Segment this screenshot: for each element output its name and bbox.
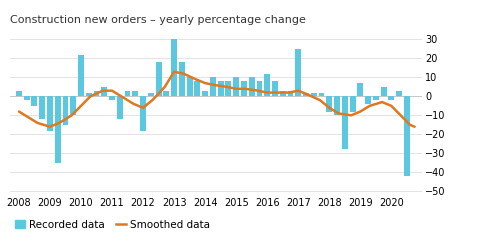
Bar [358, 83, 363, 96]
Bar [326, 96, 332, 112]
Bar [334, 96, 340, 115]
Bar [210, 78, 216, 96]
Bar [256, 81, 263, 96]
Bar [125, 91, 131, 96]
Bar [132, 91, 138, 96]
Bar [94, 91, 99, 96]
Bar [249, 78, 255, 96]
Bar [288, 91, 293, 96]
Bar [194, 81, 200, 96]
Bar [233, 78, 239, 96]
Bar [55, 96, 60, 163]
Bar [264, 74, 270, 96]
Bar [171, 40, 177, 96]
Bar [47, 96, 53, 130]
Bar [187, 78, 192, 96]
Bar [163, 91, 169, 96]
Bar [117, 96, 123, 119]
Bar [218, 81, 224, 96]
Bar [16, 91, 22, 96]
Bar [349, 96, 356, 112]
Bar [404, 96, 410, 176]
Bar [202, 91, 208, 96]
Bar [86, 92, 92, 96]
Bar [319, 92, 324, 96]
Bar [109, 96, 115, 100]
Bar [365, 96, 371, 104]
Text: Construction new orders – yearly percentage change: Construction new orders – yearly percent… [10, 15, 305, 25]
Bar [311, 92, 317, 96]
Bar [62, 96, 69, 125]
Bar [226, 81, 231, 96]
Bar [32, 96, 37, 106]
Bar [78, 55, 84, 96]
Bar [295, 49, 301, 96]
Bar [24, 96, 30, 100]
Bar [303, 92, 309, 96]
Bar [156, 62, 162, 96]
Bar [101, 87, 107, 97]
Bar [39, 96, 45, 119]
Bar [241, 81, 247, 96]
Bar [396, 91, 402, 96]
Bar [272, 81, 278, 96]
Bar [280, 91, 286, 96]
Bar [70, 96, 76, 115]
Bar [342, 96, 348, 150]
Bar [388, 96, 394, 100]
Bar [373, 96, 379, 100]
Bar [179, 62, 185, 96]
Bar [148, 92, 154, 96]
Bar [140, 96, 146, 130]
Legend: Recorded data, Smoothed data: Recorded data, Smoothed data [15, 220, 210, 230]
Bar [381, 87, 386, 97]
